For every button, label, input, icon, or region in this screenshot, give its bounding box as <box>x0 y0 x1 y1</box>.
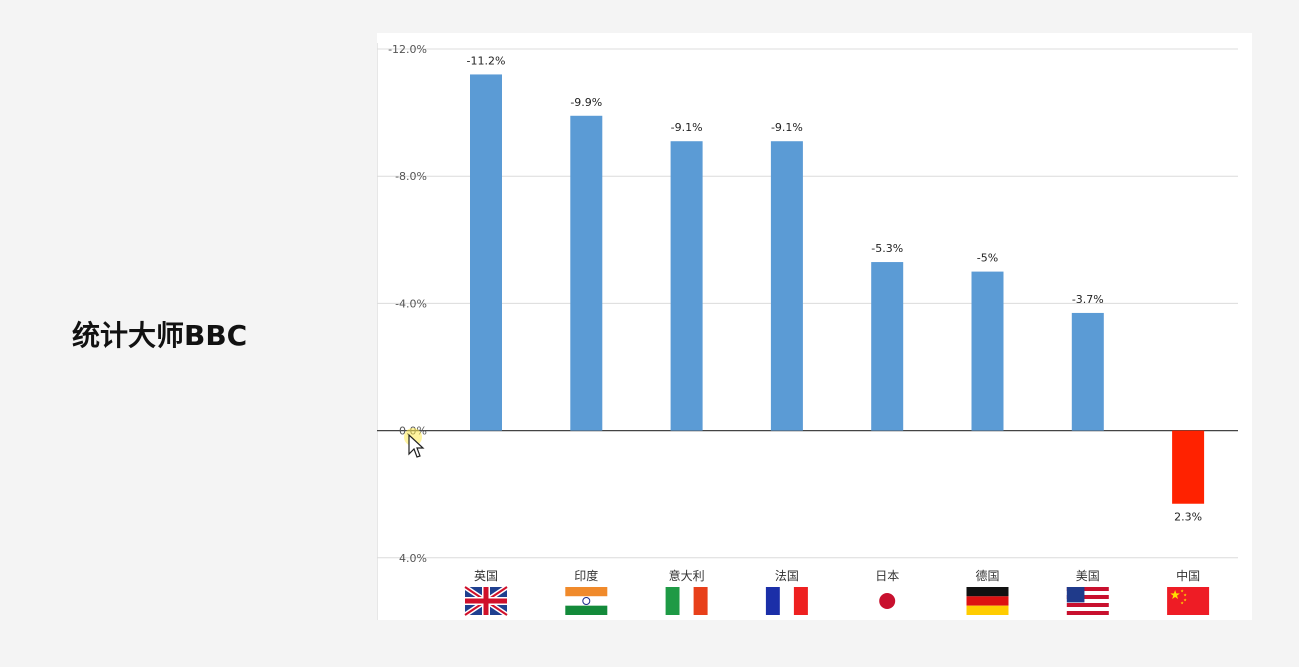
flag-part <box>582 597 591 605</box>
flag-part <box>879 593 896 609</box>
data-label: -5% <box>977 252 998 265</box>
data-label: -9.1% <box>771 121 803 134</box>
y-tick-label: -8.0% <box>395 170 427 183</box>
bar <box>770 141 803 431</box>
bar <box>470 74 502 431</box>
data-label: -3.7% <box>1072 293 1104 306</box>
data-label: -9.1% <box>671 121 703 134</box>
flag-part <box>765 587 780 615</box>
flag-part <box>1167 587 1210 615</box>
category-label: 英国 <box>474 569 498 583</box>
bar <box>1172 430 1205 504</box>
flag-part <box>1066 595 1109 599</box>
flag-star <box>1170 590 1180 600</box>
flag-part <box>565 605 608 615</box>
y-tick-label: -12.0% <box>388 43 427 56</box>
data-label: -11.2% <box>467 54 506 67</box>
flag-part <box>1066 603 1109 607</box>
category-label: 中国 <box>1176 568 1200 583</box>
mouse-cursor-icon <box>404 428 428 462</box>
flag-part <box>779 587 794 615</box>
india-flag-icon <box>565 587 608 615</box>
bar <box>670 141 703 431</box>
flag-part <box>665 587 680 615</box>
flag-part <box>1066 607 1109 611</box>
flag-part <box>1066 599 1109 603</box>
bar-chart: -12.0%-8.0%-4.0%0.0%4.0%-11.2%英国-9.9%印度-… <box>377 43 1238 620</box>
category-label: 意大利 <box>669 568 705 583</box>
category-label: 日本 <box>875 569 899 583</box>
watermark-title: 统计大师BBC <box>72 319 248 352</box>
chart-panel: -12.0%-8.0%-4.0%0.0%4.0%-11.2%英国-9.9%印度-… <box>377 33 1252 620</box>
category-label: 德国 <box>975 568 999 583</box>
flag-part <box>966 596 1009 606</box>
flag-star <box>1180 589 1184 593</box>
data-label: 2.3% <box>1174 511 1202 524</box>
usa-flag-icon <box>1066 587 1109 615</box>
flag-star <box>1183 593 1187 597</box>
category-label: 美国 <box>1076 569 1100 583</box>
flag-star <box>1183 598 1187 602</box>
flag-part <box>565 596 608 606</box>
flag-part <box>1066 587 1109 591</box>
italy-flag-icon <box>665 587 708 615</box>
y-tick-label: 4.0% <box>399 552 427 565</box>
bar <box>871 262 904 431</box>
category-label: 印度 <box>574 568 598 583</box>
bar <box>1071 312 1104 431</box>
flag-part <box>966 587 1009 597</box>
data-label: -9.9% <box>570 96 602 109</box>
flag-part <box>966 605 1009 615</box>
bar <box>570 115 603 431</box>
japan-flag-icon <box>866 587 909 615</box>
germany-flag-icon <box>966 587 1009 615</box>
flag-part <box>1066 591 1109 595</box>
y-tick-label: -4.0% <box>395 297 427 310</box>
data-label: -5.3% <box>871 242 903 255</box>
flag-part <box>679 587 694 615</box>
category-label: 法国 <box>775 569 799 583</box>
flag-part <box>465 598 507 604</box>
flag-star <box>1180 601 1184 605</box>
china-flag-icon <box>1167 587 1210 615</box>
flag-part <box>1066 611 1109 615</box>
flag-part <box>565 587 608 597</box>
france-flag-icon <box>765 587 808 615</box>
flag-part <box>793 587 808 615</box>
uk-flag-icon <box>463 584 509 618</box>
flag-part <box>1066 587 1085 603</box>
bar <box>971 271 1004 431</box>
flag-part <box>693 587 708 615</box>
